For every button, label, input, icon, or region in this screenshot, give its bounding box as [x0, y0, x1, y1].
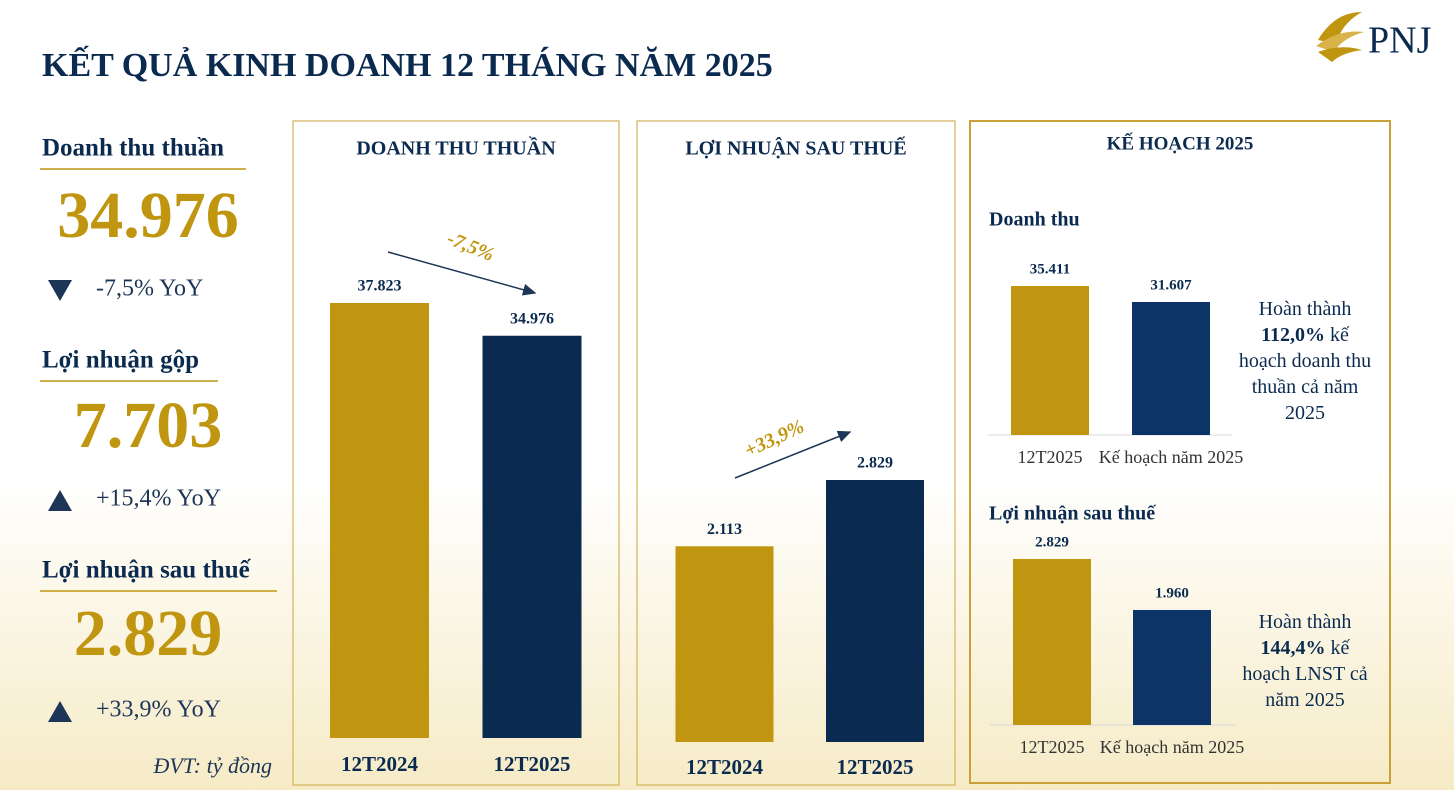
note-suffix: kế hoạch LNST cả năm 2025 — [1242, 637, 1368, 711]
value-label: 34.976 — [510, 310, 554, 327]
category-label: Kế hoạch năm 2025 — [1099, 447, 1243, 467]
category-label: Kế hoạch năm 2025 — [1100, 737, 1244, 757]
category-label: 12T2025 — [493, 752, 570, 776]
value-label: 2.113 — [707, 521, 742, 538]
bar — [1013, 559, 1091, 725]
panel — [969, 120, 1391, 784]
chart: Doanh thu 35.411 12T2025 31.607 Kế hoạch năm… — [988, 209, 1243, 467]
slide-title: KẾT QUẢ KINH DOANH 12 THÁNG NĂM 2025 — [42, 45, 773, 84]
category-label: 12T2025 — [1020, 737, 1085, 757]
kpi-direction — [48, 701, 72, 722]
trend-arrow — [387, 251, 537, 296]
kpi-label: Doanh thu thuần — [42, 135, 224, 162]
panel-title: KẾ HOẠCH 2025 — [1107, 132, 1254, 154]
value-label: 37.823 — [358, 278, 402, 295]
logo: PNJ — [1316, 12, 1431, 62]
plan-note: Hoàn thành 144,4% kế hoạch LNST cả năm 2… — [1235, 609, 1375, 713]
note-highlight: 112,0% — [1261, 324, 1325, 346]
note-highlight: 144,4% — [1260, 637, 1326, 659]
note-prefix: Hoàn thành — [1258, 298, 1352, 320]
bar — [330, 303, 429, 738]
trend-arrow — [734, 430, 852, 479]
kpi-value: 7.703 — [74, 389, 223, 462]
category-label: 12T2024 — [341, 752, 419, 776]
chart: LỢI NHUẬN SAU THUẾ 2.113 12T2024 2.829 12T20… — [675, 136, 924, 779]
logo-text: PNJ — [1368, 20, 1431, 62]
panel — [292, 120, 620, 786]
value-label: 2.829 — [1035, 534, 1069, 550]
kpi-value: 34.976 — [57, 179, 239, 252]
category-label: 12T2024 — [686, 755, 764, 779]
kpi-direction — [48, 490, 72, 511]
value-label: 35.411 — [1030, 261, 1070, 277]
kpi-direction — [48, 280, 72, 301]
value-label: 31.607 — [1150, 277, 1192, 293]
chart-title: DOANH THU THUẦN — [356, 136, 556, 160]
bar — [1132, 302, 1210, 435]
chart-title: LỢI NHUẬN SAU THUẾ — [685, 136, 906, 160]
chart: Lợi nhuận sau thuế 2.829 12T2025 1.960 Kế ho… — [989, 503, 1244, 758]
bar — [826, 480, 924, 742]
plan-note: Hoàn thành 112,0% kế hoạch doanh thu thu… — [1235, 296, 1375, 426]
category-label: 12T2025 — [1018, 447, 1083, 467]
bar — [1133, 609, 1211, 725]
chart-title: Lợi nhuận sau thuế — [989, 503, 1156, 525]
bar — [675, 546, 774, 742]
kpi-label: Lợi nhuận gộp — [42, 347, 199, 374]
value-label: 1.960 — [1155, 585, 1189, 601]
value-label: 2.829 — [857, 455, 893, 472]
kpi-value: 2.829 — [74, 597, 223, 670]
panel — [636, 120, 956, 786]
kpi-change: +15,4% YoY — [96, 486, 221, 512]
kpi-change: +33,9% YoY — [96, 697, 221, 723]
unit-note: ĐVT: tỷ đồng — [152, 753, 272, 778]
bar — [1011, 286, 1089, 435]
bar — [482, 335, 582, 738]
kpi-change: -7,5% YoY — [96, 276, 203, 302]
note-prefix: Hoàn thành — [1258, 611, 1352, 633]
category-label: 12T2025 — [836, 755, 913, 779]
kpi-label: Lợi nhuận sau thuế — [42, 557, 252, 584]
note-suffix: kế hoạch doanh thu thuần cả năm 2025 — [1238, 324, 1372, 424]
chart-title: Doanh thu — [989, 209, 1080, 231]
